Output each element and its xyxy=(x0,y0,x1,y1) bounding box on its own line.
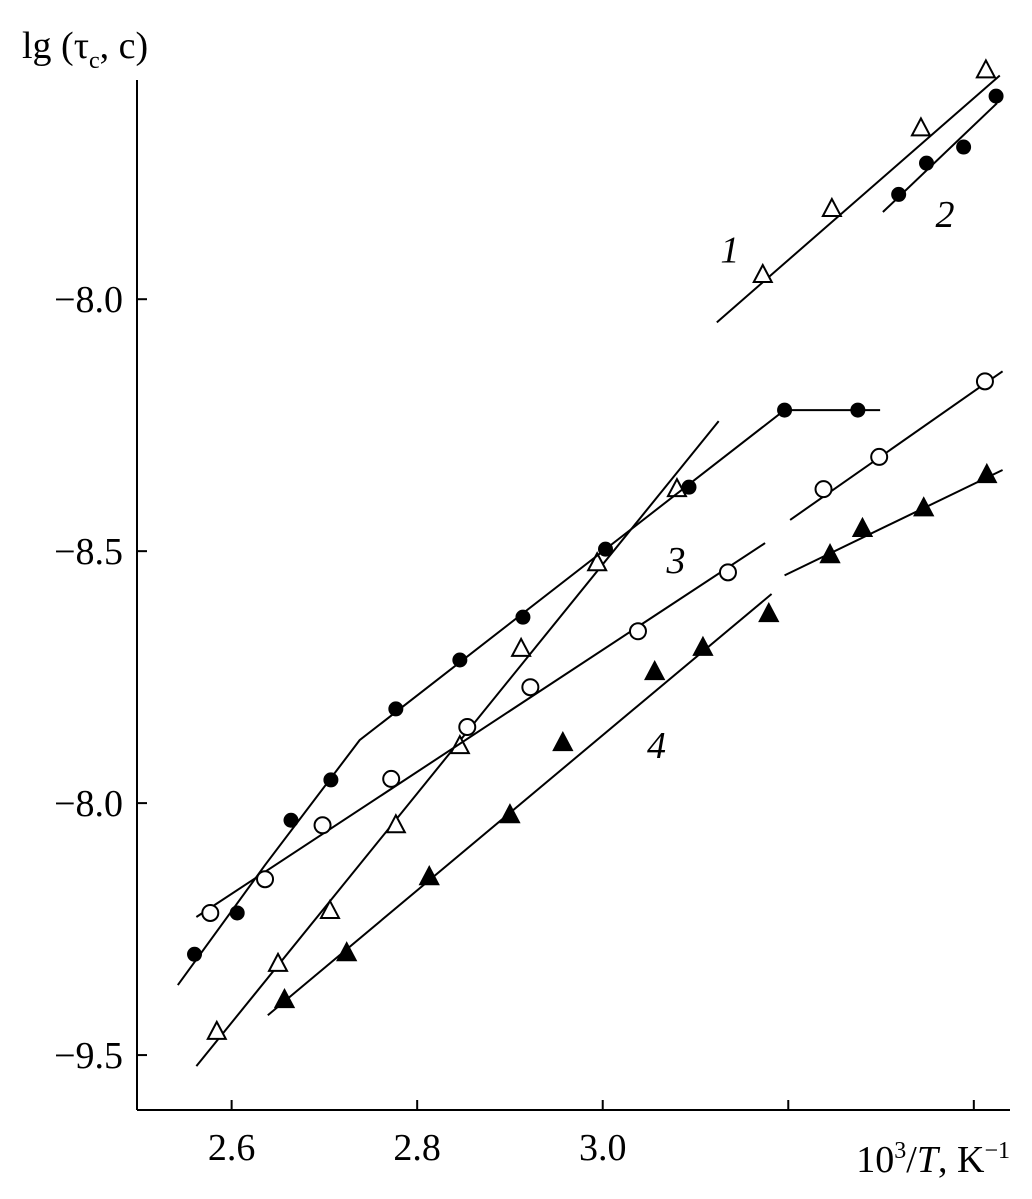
point xyxy=(229,905,245,921)
point xyxy=(385,813,407,834)
curve-label: 1 xyxy=(720,229,739,271)
point xyxy=(913,496,935,517)
point xyxy=(891,186,907,202)
y-label-part: lg (τ xyxy=(22,25,89,67)
x-label-sup: −1 xyxy=(984,1138,1010,1164)
point xyxy=(777,402,793,418)
x-label-part: 10 xyxy=(856,1139,894,1181)
point xyxy=(975,58,997,79)
point xyxy=(201,903,220,922)
x-tick-label: 2.8 xyxy=(393,1127,441,1169)
point xyxy=(586,551,608,572)
point xyxy=(313,816,332,835)
point xyxy=(267,951,289,972)
point xyxy=(323,772,339,788)
point xyxy=(336,941,358,962)
point xyxy=(319,898,341,919)
point xyxy=(814,480,833,499)
y-tick-label: −9.5 xyxy=(54,1035,123,1077)
point xyxy=(681,479,697,495)
point xyxy=(382,769,401,788)
point xyxy=(552,731,574,752)
point xyxy=(206,1019,228,1040)
point xyxy=(819,543,841,564)
point xyxy=(510,636,532,657)
point xyxy=(273,988,296,1009)
point xyxy=(187,946,203,962)
x-label-part: T xyxy=(917,1139,941,1181)
point xyxy=(628,622,647,641)
point xyxy=(418,865,440,886)
point xyxy=(975,372,994,391)
y-label-part: , c) xyxy=(100,25,149,67)
point xyxy=(870,447,889,466)
point xyxy=(598,541,614,557)
point xyxy=(758,602,780,623)
curve-label: 3 xyxy=(666,540,686,582)
point xyxy=(821,196,843,218)
y-tick-label: −8.5 xyxy=(54,531,123,573)
point xyxy=(956,139,972,155)
x-label-part: , K xyxy=(938,1139,985,1181)
point xyxy=(644,659,666,681)
point xyxy=(521,678,540,697)
point xyxy=(283,812,299,828)
x-axis-label: 103/T, K−1 xyxy=(856,1138,1010,1181)
point xyxy=(499,803,521,824)
y-tick-label: −8.0 xyxy=(54,783,123,825)
y-label-sub: c xyxy=(89,48,100,74)
point xyxy=(850,402,866,418)
point xyxy=(452,652,468,668)
point xyxy=(976,462,998,484)
fit-line xyxy=(177,409,881,986)
point xyxy=(666,477,688,498)
point xyxy=(256,870,275,889)
y-tick-label: −8.0 xyxy=(54,279,123,321)
point xyxy=(988,88,1004,104)
fit-line xyxy=(784,469,1004,577)
x-tick-label: 2.6 xyxy=(208,1127,256,1169)
x-label-part: / xyxy=(906,1139,917,1181)
fit-line xyxy=(267,593,773,1017)
point xyxy=(515,609,531,625)
point xyxy=(458,718,477,737)
curve-label: 2 xyxy=(936,194,955,236)
point xyxy=(718,563,737,582)
point xyxy=(851,516,874,537)
fit-line xyxy=(195,542,766,918)
fit-line xyxy=(716,74,1001,324)
curve-label: 4 xyxy=(647,725,666,767)
point xyxy=(919,155,935,171)
x-label-sup: 3 xyxy=(894,1138,906,1164)
point xyxy=(388,701,404,717)
point xyxy=(910,116,932,137)
point xyxy=(692,635,714,656)
point xyxy=(752,262,774,284)
x-tick-label: 3.0 xyxy=(579,1127,627,1169)
y-axis-label: lg (τc, c) xyxy=(22,25,148,74)
